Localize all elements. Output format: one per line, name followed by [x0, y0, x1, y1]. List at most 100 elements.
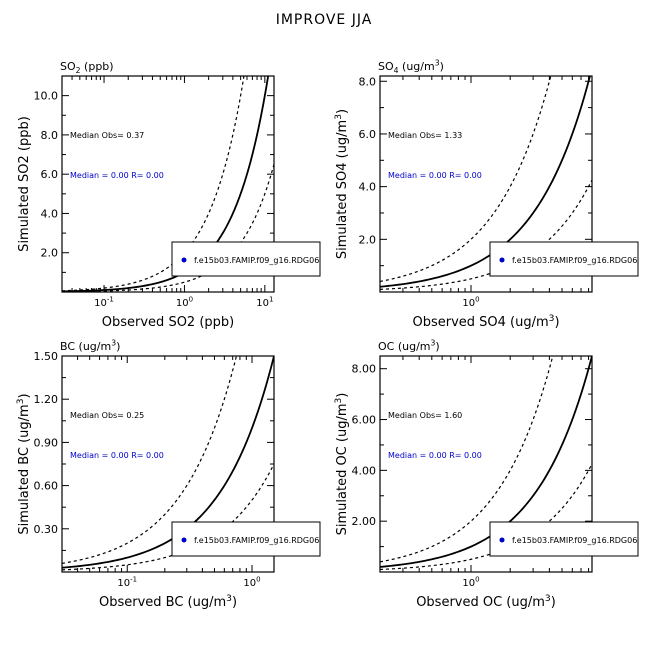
text-run: ): [440, 60, 444, 73]
x-axis-label: Observed OC (ug/m3​): [416, 594, 556, 610]
two-to-one-line: [380, 76, 552, 283]
y-tick-label: 6.0: [359, 128, 377, 141]
text-run: ): [435, 340, 439, 353]
panel-title: BC (ug/m3​): [60, 339, 120, 353]
figure-title: IMPROVE JJA: [276, 12, 373, 28]
y-tick-label: 10.0: [34, 90, 59, 103]
legend-label: f.e15b03.FAMIP.f09_g16.RDG06: [512, 256, 637, 265]
median-model-text: Median = 0.00 R= 0.00: [388, 171, 482, 180]
x-tick-label: 101: [256, 296, 273, 310]
median-obs-text: Median Obs= 0.37: [70, 131, 144, 140]
median-obs-text: Median Obs= 0.25: [70, 411, 144, 420]
superscript-text: 3: [545, 594, 551, 604]
x-axis-label: Observed SO4 (ug/m3​): [412, 314, 559, 330]
y-tick-label: 1.50: [34, 350, 59, 363]
one-to-one-line: [62, 76, 270, 292]
legend-label: f.e15b03.FAMIP.f09_g16.RDG06: [194, 536, 319, 545]
legend: f.e15b03.FAMIP.f09_g16.RDG06: [489, 521, 639, 557]
legend-box: [489, 241, 639, 277]
superscript-text: 3: [16, 398, 26, 404]
tick-base: 10: [176, 298, 189, 309]
x-tick-label: 100: [243, 576, 260, 590]
two-to-one-line: [380, 356, 554, 563]
text-run: BC (ug/m: [60, 340, 111, 353]
median-model-text: Median = 0.00 R= 0.00: [70, 171, 164, 180]
y-tick-label: 4.0: [41, 207, 59, 220]
text-run: Observed OC (ug/m: [416, 595, 545, 610]
text-run: (ppb): [81, 60, 114, 73]
subscript-text: 2: [76, 66, 81, 75]
tick-base: 10: [462, 298, 475, 309]
median-model-text: Median = 0.00 R= 0.00: [388, 451, 482, 460]
legend-label: f.e15b03.FAMIP.f09_g16.RDG06: [512, 536, 637, 545]
reference-lines: [380, 76, 592, 290]
legend-box: [171, 241, 321, 277]
text-run: ): [335, 393, 350, 398]
reference-lines: [62, 356, 274, 571]
y-axis-label: Simulated BC (ug/m3​): [16, 393, 32, 534]
superscript-text: 3: [549, 314, 555, 324]
text-run: ): [232, 595, 237, 610]
superscript-text: 3: [334, 398, 344, 404]
y-tick-label: 4.0: [359, 181, 377, 194]
text-run: ): [116, 340, 120, 353]
tick-exponent: 0: [475, 296, 479, 304]
y-tick-label: 6.00: [352, 414, 377, 427]
tick-base: 10: [462, 578, 475, 589]
median-obs-text: Median Obs= 1.33: [388, 131, 462, 140]
text-run: ): [554, 315, 559, 330]
y-axis-label: Simulated SO2 (ppb): [17, 116, 32, 252]
legend-box: [171, 521, 321, 557]
tick-exponent: 0: [189, 296, 193, 304]
x-tick-label: 100: [176, 296, 193, 310]
x-tick-label: 10-1: [94, 296, 114, 310]
tick-exponent: 0: [475, 576, 479, 584]
legend-marker: [499, 257, 505, 263]
superscript-text: 3: [431, 339, 436, 348]
x-tick-label: 10-1: [117, 576, 137, 590]
x-axis-label: Observed SO2 (ppb): [102, 315, 234, 330]
text-run: SO: [378, 60, 394, 73]
text-run: ): [551, 595, 556, 610]
two-to-one-line: [62, 76, 245, 292]
two-to-one-line: [62, 356, 238, 564]
plot-frame: [379, 355, 593, 573]
subscript-text: 4: [394, 66, 399, 75]
median-obs-text: Median Obs= 1.60: [388, 411, 462, 420]
tick-exponent: -1: [107, 296, 114, 304]
tick-base: 10: [243, 578, 256, 589]
y-tick-label: 8.0: [359, 75, 377, 88]
superscript-text: 3: [226, 594, 232, 604]
text-run: OC (ug/m: [378, 340, 431, 353]
legend-marker: [499, 537, 505, 543]
legend: f.e15b03.FAMIP.f09_g16.RDG06: [171, 521, 321, 557]
text-run: Observed SO2 (ppb): [102, 315, 234, 330]
text-run: Simulated BC (ug/m: [17, 404, 32, 534]
text-run: ): [335, 109, 350, 114]
y-tick-label: 0.60: [34, 480, 59, 493]
plot-frame: [379, 75, 593, 293]
reference-lines: [380, 356, 592, 571]
x-tick-label: 100: [462, 576, 479, 590]
tick-exponent: 1: [269, 296, 273, 304]
y-axis-label: Simulated SO4 (ug/m3​): [334, 109, 350, 259]
superscript-text: 3: [435, 59, 440, 68]
median-model-text: Median = 0.00 R= 0.00: [70, 451, 164, 460]
text-run: Simulated OC (ug/m: [335, 404, 350, 536]
x-tick-label: 100: [462, 296, 479, 310]
text-run: Simulated SO4 (ug/m: [335, 120, 350, 259]
panel-title: OC (ug/m3​): [378, 339, 440, 353]
legend: f.e15b03.FAMIP.f09_g16.RDG06: [489, 241, 639, 277]
superscript-text: 3: [111, 339, 116, 348]
one-to-one-line: [62, 356, 274, 569]
text-run: SO: [60, 60, 76, 73]
tick-exponent: 0: [256, 576, 260, 584]
text-run: Observed SO4 (ug/m: [412, 315, 548, 330]
y-tick-label: 2.0: [359, 233, 377, 246]
reference-lines: [62, 76, 274, 292]
